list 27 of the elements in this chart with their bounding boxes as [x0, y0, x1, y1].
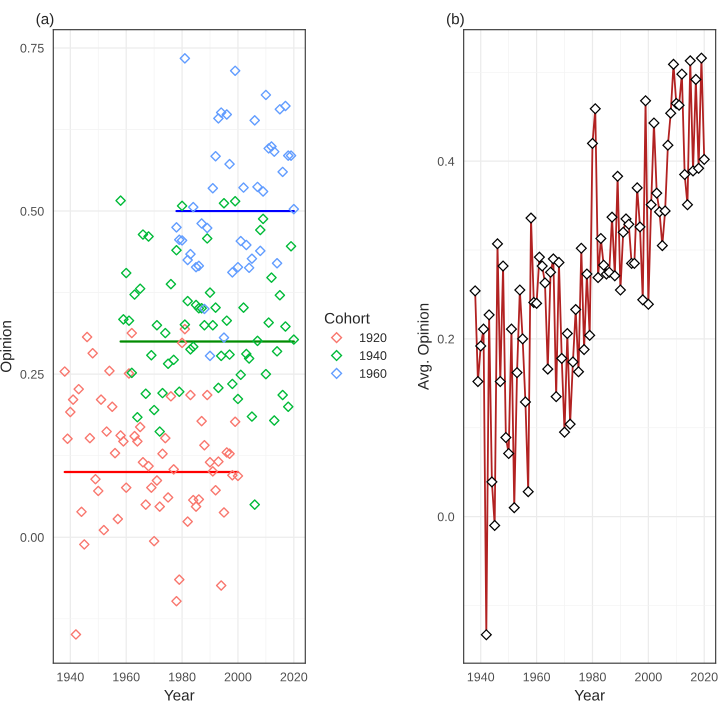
chart-title: (b) [446, 13, 464, 28]
y-axis-title: Avg. Opinion [417, 304, 432, 390]
y-tick-label: 0.75 [20, 44, 44, 53]
x-tick-label: 2000 [635, 672, 662, 682]
x-tick-label: 1980 [580, 672, 606, 682]
x-axis-title: Year [574, 690, 605, 701]
chart-title: (a) [36, 13, 54, 28]
x-tick-label: 2020 [690, 672, 718, 682]
legend-title: Cohort [324, 312, 370, 324]
x-tick-label: 2020 [280, 672, 308, 682]
y-tick-label: 0.2 [438, 334, 454, 344]
x-tick-label: 1940 [468, 672, 494, 682]
x-tick-label: 2000 [224, 672, 252, 682]
x-tick-label: 1960 [524, 672, 550, 682]
y-tick-label: 0.00 [20, 533, 44, 542]
y-tick-label: 0.50 [20, 206, 44, 216]
legend-label: 1920 [360, 333, 386, 342]
x-tick-label: 1940 [57, 672, 84, 682]
y-tick-label: 0.25 [20, 370, 44, 379]
x-tick-label: 1980 [169, 672, 196, 682]
x-axis-title: Year [164, 690, 194, 701]
y-tick-label: 0.4 [438, 156, 454, 166]
x-tick-label: 1960 [113, 672, 140, 682]
y-axis-title: Opinion [0, 321, 14, 372]
y-tick-label: 0.0 [438, 512, 454, 522]
legend-label: 1940 [360, 351, 386, 360]
legend-label: 1960 [360, 369, 386, 378]
